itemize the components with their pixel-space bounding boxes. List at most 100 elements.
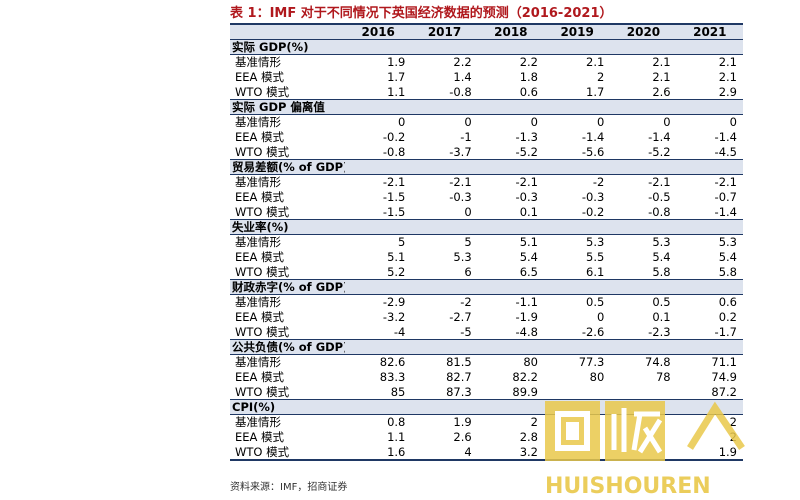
value-cell: -2.6 [581,324,605,339]
table-row: 基准情形 -2.1 -2.1 -2.1 -2 -2.1 -2.1 [230,175,743,190]
value-cell: 1.7 [387,70,406,84]
source-note: 资料来源：IMF，招商证券 [230,482,348,493]
value-cell: 2.1 [718,55,737,70]
section-header-row: 实际 GDP(%) [230,39,743,55]
section-header-row: CPI(%) [230,399,743,415]
forecast-table: 2016 2017 2018 2019 2020 2021 实际 GDP(%) 基… [230,23,743,461]
value-cell: 5 [398,235,406,250]
table-row: WTO 模式 -1.5 0 0.1 -0.2 -0.8 -1.4 [230,205,743,220]
value-cell: 87.2 [711,384,737,399]
value-cell: 5.4 [652,250,671,264]
value-cell: 0.5 [586,295,605,310]
value-cell: 1.8 [519,70,538,84]
value-cell: 83.3 [379,370,406,384]
table-row: EEA 模式 -0.2 -1 -1.3 -1.4 -1.4 -1.4 [230,130,743,145]
value-cell: -0.7 [714,190,737,204]
value-cell: 1.1 [387,430,406,444]
header-row: 2016 2017 2018 2019 2020 2021 [230,23,743,40]
scenario-label: 基准情形 [235,175,281,190]
scenario-label: WTO 模式 [235,204,290,219]
value-cell: -1.3 [515,130,538,144]
value-cell [610,415,676,430]
table-row: 基准情形 1.9 2.2 2.2 2.1 2.1 2.1 [230,55,743,70]
value-cell: -2 [460,295,472,310]
section-label: 公共负债(% of GDP) [230,339,346,355]
table-row: WTO 模式 -4 -5 -4.8 -2.6 -2.3 -1.7 [230,325,743,340]
value-cell: -4 [393,324,406,339]
value-cell: 5.8 [718,264,737,279]
value-cell: 74.9 [711,370,737,384]
value-cell: 0.8 [387,415,406,430]
value-cell: 4 [411,444,478,461]
value-cell: -2.1 [449,175,472,190]
value-cell: 0 [464,115,472,130]
value-cell: -2.1 [648,175,671,190]
value-cell: 2 [729,415,737,430]
value-cell: 6 [464,264,472,279]
value-cell: -0.3 [515,190,538,204]
value-cell: 2.1 [652,55,671,70]
value-cell: -4.5 [714,144,737,159]
table-row: EEA 模式 -3.2 -2.7 -1.9 0 0.1 0.2 [230,310,743,325]
scenario-label: WTO 模式 [235,144,290,159]
value-cell: 0 [596,115,605,130]
value-cell: 78 [655,370,671,384]
table-row: 基准情形 0 0 0 0 0 0 [230,115,743,130]
value-cell: -4.8 [515,324,538,339]
value-cell: -2.9 [382,295,406,310]
value-cell: 85 [390,384,406,399]
value-cell: 1.9 [387,55,406,70]
value-cell: -3.7 [449,144,472,159]
value-cell: -2.1 [714,175,737,190]
table-row: WTO 模式 5.2 6 6.5 6.1 5.8 5.8 [230,265,743,280]
year-header: 2018 [477,23,544,40]
scenario-label: 基准情形 [235,235,281,250]
scenario-label: WTO 模式 [235,324,290,339]
value-cell: 2.1 [586,55,605,70]
value-cell [544,385,610,400]
value-cell: 5 [464,235,472,250]
value-cell [610,385,676,400]
section-fill [345,339,743,355]
section-label: 实际 GDP(%) [230,39,346,55]
section-label: 贸易差额(% of GDP) [230,159,346,175]
value-cell: -2.3 [648,324,671,339]
scenario-label: WTO 模式 [235,384,290,399]
value-cell: -0.2 [382,130,406,144]
section-fill [345,219,743,235]
value-cell: 74.8 [645,355,671,370]
value-cell: 5.3 [718,235,737,250]
value-cell: -2.1 [515,175,538,190]
value-cell: 5.4 [718,250,737,264]
value-cell: -1.4 [581,130,605,144]
value-cell: 2.8 [519,430,538,444]
year-header: 2016 [345,23,412,40]
value-cell: 1.6 [345,444,412,461]
value-cell: 6.1 [586,264,605,279]
table-row: EEA 模式 5.1 5.3 5.4 5.5 5.4 5.4 [230,250,743,265]
scenario-label: EEA 模式 [235,430,285,444]
value-cell: -1.4 [714,204,737,219]
section-header-row: 实际 GDP 偏离值 [230,99,743,115]
value-cell: 87.3 [446,384,472,399]
value-cell: -2.1 [382,175,406,190]
scenario-label: WTO 模式 [235,84,290,99]
value-cell: 2 [596,70,605,84]
section-header-row: 失业率(%) [230,219,743,235]
value-cell: -1.5 [382,204,406,219]
value-cell: 2.2 [519,55,538,70]
value-cell: 0 [663,115,671,130]
value-cell: 2.6 [453,430,472,444]
header-blank-cell [230,23,346,40]
section-header-row: 财政赤字(% of GDP) [230,279,743,295]
scenario-label: 基准情形 [235,115,281,130]
value-cell: 2.1 [718,70,737,84]
table-row: 基准情形 82.6 81.5 80 77.3 74.8 71.1 [230,355,743,370]
value-cell [610,444,677,461]
value-cell: 2.9 [718,84,737,99]
value-cell: -0.8 [449,84,472,99]
value-cell: 1.1 [387,84,406,99]
value-cell: -3.2 [382,310,406,324]
table-row: 基准情形 -2.9 -2 -1.1 0.5 0.5 0.6 [230,295,743,310]
value-cell: -0.2 [581,204,605,219]
